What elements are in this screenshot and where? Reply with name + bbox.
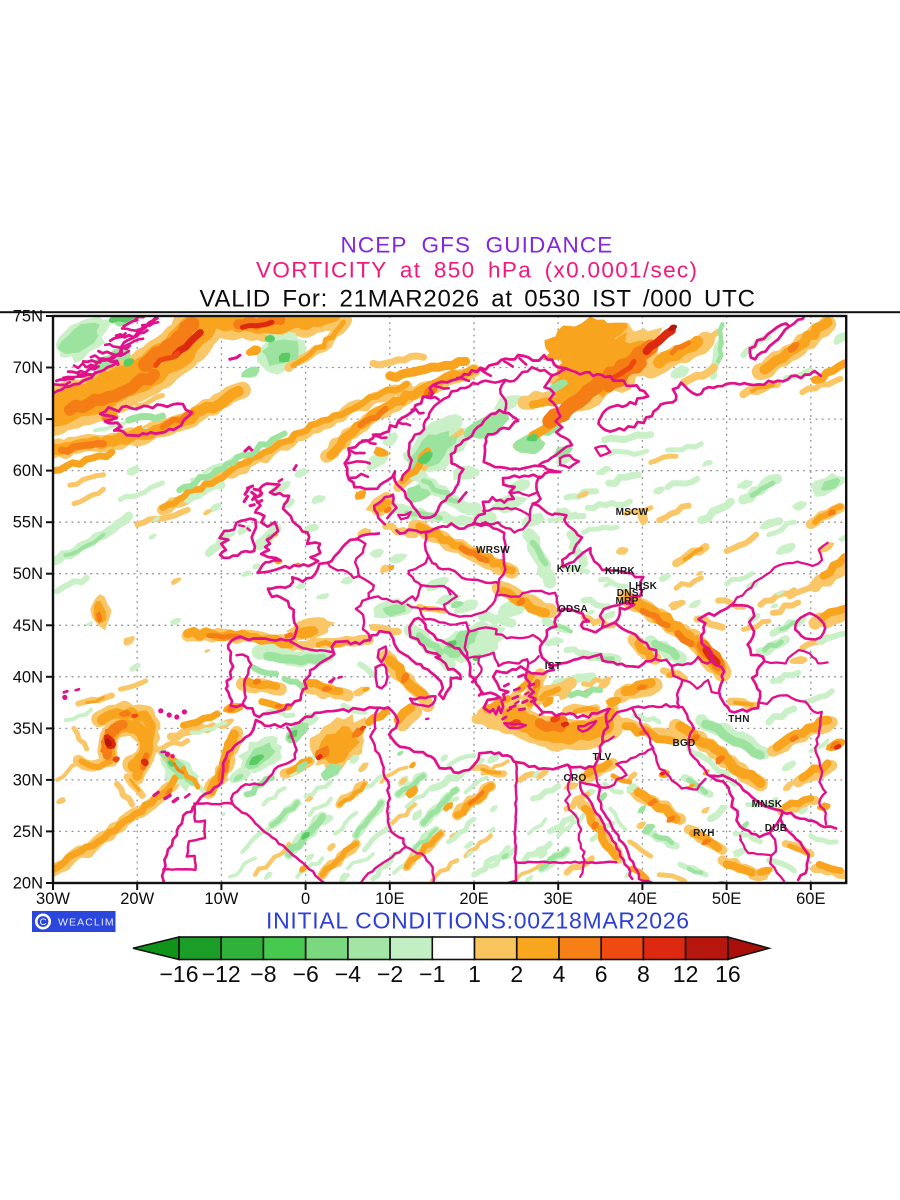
svg-text:20N: 20N (13, 875, 43, 893)
svg-text:NCEP GFS GUIDANCE: NCEP GFS GUIDANCE (341, 233, 614, 258)
svg-text:60N: 60N (13, 462, 43, 480)
svg-text:20E: 20E (459, 890, 488, 908)
svg-text:−6: −6 (293, 961, 319, 987)
svg-text:MSCW: MSCW (616, 507, 649, 518)
svg-text:ODSA: ODSA (558, 604, 588, 615)
svg-text:VORTICITY at 850 hPa (x0.0001/: VORTICITY at 850 hPa (x0.0001/sec) (256, 258, 698, 283)
svg-text:75N: 75N (13, 308, 43, 326)
svg-text:BGD: BGD (672, 738, 695, 749)
svg-text:6: 6 (595, 961, 608, 987)
svg-text:1: 1 (468, 961, 481, 987)
svg-text:65N: 65N (13, 411, 43, 429)
svg-text:50E: 50E (712, 890, 741, 908)
svg-text:10E: 10E (375, 890, 404, 908)
svg-text:2: 2 (510, 961, 523, 987)
svg-text:−8: −8 (250, 961, 276, 987)
svg-text:70N: 70N (13, 359, 43, 377)
svg-text:20W: 20W (120, 890, 154, 908)
svg-text:KYIV: KYIV (557, 564, 582, 575)
svg-text:DUB: DUB (765, 823, 788, 834)
svg-text:45N: 45N (13, 617, 43, 635)
svg-text:8: 8 (637, 961, 650, 987)
svg-text:WRSW: WRSW (476, 545, 510, 556)
svg-text:TLV: TLV (592, 752, 611, 763)
svg-text:LHSK: LHSK (629, 581, 658, 592)
svg-text:−16: −16 (159, 961, 198, 987)
svg-text:RYH: RYH (693, 828, 715, 839)
svg-text:IST: IST (545, 661, 561, 672)
svg-text:DNST: DNST (617, 588, 645, 599)
svg-text:−4: −4 (335, 961, 361, 987)
svg-text:12: 12 (673, 961, 699, 987)
svg-text:40E: 40E (628, 890, 657, 908)
svg-text:0: 0 (301, 890, 310, 908)
svg-text:16: 16 (715, 961, 741, 987)
svg-text:4: 4 (553, 961, 566, 987)
svg-text:−1: −1 (419, 961, 445, 987)
svg-text:VALID For: 21MAR2026 at 0530 I: VALID For: 21MAR2026 at 0530 IST /000 UT… (200, 285, 756, 312)
svg-text:30W: 30W (36, 890, 70, 908)
svg-text:THN: THN (728, 714, 749, 725)
svg-text:35N: 35N (13, 720, 43, 738)
svg-text:WEACLIM: WEACLIM (58, 916, 115, 928)
svg-text:10W: 10W (204, 890, 238, 908)
svg-text:30E: 30E (544, 890, 573, 908)
svg-text:40N: 40N (13, 668, 43, 686)
svg-text:−12: −12 (202, 961, 241, 987)
svg-text:INITIAL CONDITIONS:00Z18MAR202: INITIAL CONDITIONS:00Z18MAR2026 (266, 907, 690, 933)
svg-text:C: C (40, 917, 47, 928)
svg-text:50N: 50N (13, 565, 43, 583)
svg-text:60E: 60E (796, 890, 825, 908)
svg-text:CRO: CRO (563, 773, 586, 784)
svg-text:−2: −2 (377, 961, 403, 987)
svg-text:30N: 30N (13, 771, 43, 789)
svg-text:25N: 25N (13, 823, 43, 841)
svg-text:KHRK: KHRK (605, 566, 636, 577)
svg-text:MRP: MRP (615, 596, 638, 607)
svg-text:55N: 55N (13, 514, 43, 532)
svg-text:MNSK: MNSK (752, 799, 783, 810)
